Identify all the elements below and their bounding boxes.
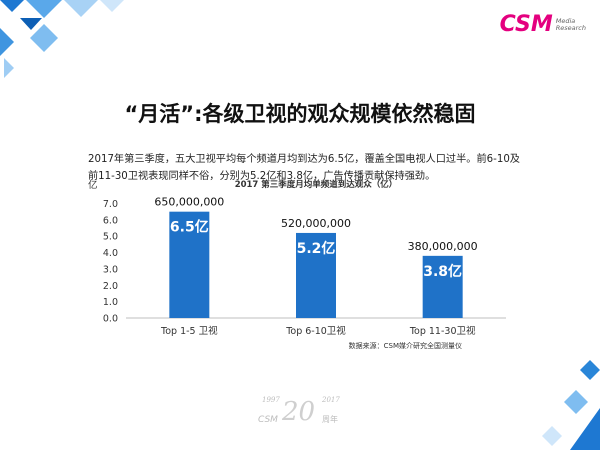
anniversary-badge: 1997 20 2017 CSM 周年 bbox=[258, 396, 340, 427]
x-tick-label: Top 11-30卫视 bbox=[409, 325, 476, 337]
anniversary-csm: CSM bbox=[258, 415, 278, 425]
x-tick-label: Top 1-5 卫视 bbox=[160, 325, 218, 337]
chart-title: 2017 第三季度月均单频道到达观众（亿） bbox=[235, 179, 398, 190]
anniversary-suffix: 周年 bbox=[322, 414, 338, 424]
y-tick-label: 5.0 bbox=[103, 232, 118, 243]
x-tick-label: Top 6-10卫视 bbox=[285, 325, 346, 337]
bar-value-label: 3.8亿 bbox=[423, 263, 462, 280]
bar-value-label: 5.2亿 bbox=[297, 240, 336, 257]
bar-value-label: 6.5亿 bbox=[170, 219, 209, 236]
corner-decoration bbox=[0, 0, 124, 78]
bar-top-label: 650,000,000 bbox=[154, 196, 224, 209]
y-tick-label: 1.0 bbox=[103, 297, 118, 308]
bar-top-label: 520,000,000 bbox=[281, 217, 351, 230]
y-tick-label: 6.0 bbox=[103, 215, 118, 226]
logo-subtitle: Media Research bbox=[555, 16, 586, 32]
slide-title: “月活”:各级卫视的观众规模依然稳固 bbox=[124, 102, 476, 126]
y-axis-unit: 亿 bbox=[88, 179, 98, 191]
source-note: 数据来源：CSM媒介研究全国测量仪 bbox=[349, 341, 462, 350]
anniversary-year-left: 1997 bbox=[262, 396, 280, 404]
bar bbox=[169, 211, 210, 318]
corner-decoration bbox=[542, 360, 600, 450]
description-paragraph: 2017年第三季度，五大卫视平均每个频道月均到达为6.5亿，覆盖全国电视人口过半… bbox=[88, 154, 520, 182]
bar bbox=[296, 232, 336, 318]
anniversary-number: 20 bbox=[281, 397, 315, 427]
bar bbox=[422, 255, 463, 318]
logo-text: CSM bbox=[499, 12, 553, 37]
y-tick-label: 7.0 bbox=[103, 199, 118, 210]
anniversary-year-right: 2017 bbox=[321, 396, 340, 404]
csm-logo: CSM Media Research bbox=[500, 12, 586, 37]
bar-top-label: 380,000,000 bbox=[408, 240, 478, 253]
y-tick-label: 2.0 bbox=[103, 281, 118, 292]
y-tick-label: 3.0 bbox=[103, 264, 118, 275]
y-tick-label: 4.0 bbox=[103, 248, 118, 259]
y-tick-label: 0.0 bbox=[103, 314, 118, 325]
